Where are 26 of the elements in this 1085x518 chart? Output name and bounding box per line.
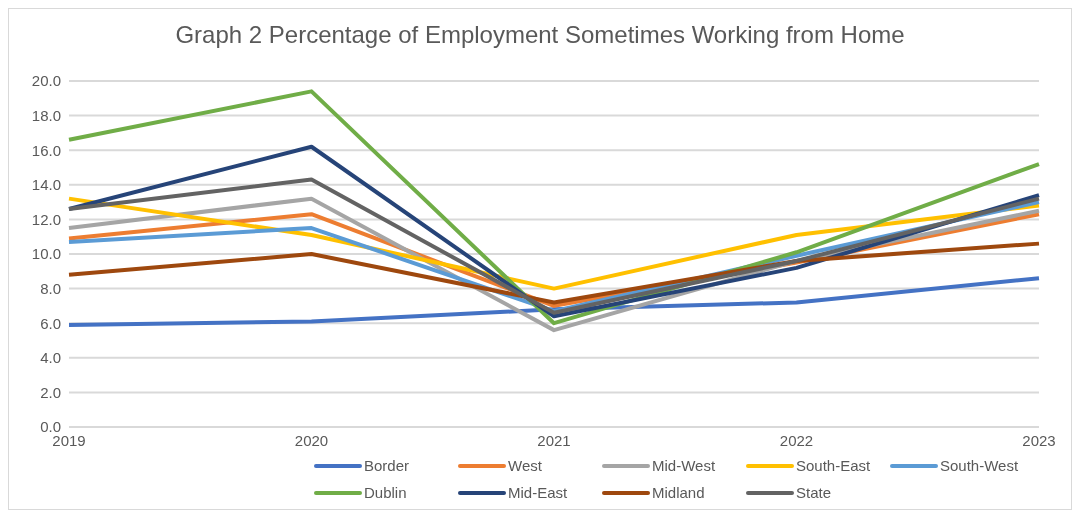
y-tick-label: 10.0: [31, 245, 61, 263]
x-tick-label: 2022: [779, 431, 814, 449]
line-series: [67, 241, 1041, 305]
y-tick-label: 4.0: [40, 349, 61, 367]
legend-label: State: [796, 484, 832, 501]
legend-label: Dublin: [364, 484, 407, 501]
line-series: [67, 177, 1041, 315]
legend-label: Midland: [652, 484, 705, 501]
legend-label: Border: [364, 457, 410, 474]
y-tick-label: 20.0: [31, 72, 61, 90]
legend-label: South-East: [796, 457, 871, 474]
y-tick-label: 14.0: [31, 176, 61, 194]
y-tick-label: 2.0: [40, 383, 61, 401]
legend-label: South-West: [940, 457, 1019, 474]
x-tick-label: 2021: [537, 431, 571, 449]
y-tick-label: 16.0: [31, 141, 61, 159]
y-tick-label: 12.0: [31, 210, 61, 228]
y-tick-label: 8.0: [40, 279, 61, 297]
legend-label: Mid-West: [652, 457, 716, 474]
chart-title: Graph 2 Percentage of Employment Sometimes Working from Home: [174, 20, 906, 50]
y-tick-label: 6.0: [40, 314, 61, 332]
legend-label: Mid-East: [508, 484, 568, 501]
legend-label: West: [508, 457, 542, 474]
y-tick-label: 18.0: [31, 106, 61, 124]
x-tick-label: 2020: [294, 431, 329, 449]
x-tick-label: 2023: [1022, 431, 1056, 449]
